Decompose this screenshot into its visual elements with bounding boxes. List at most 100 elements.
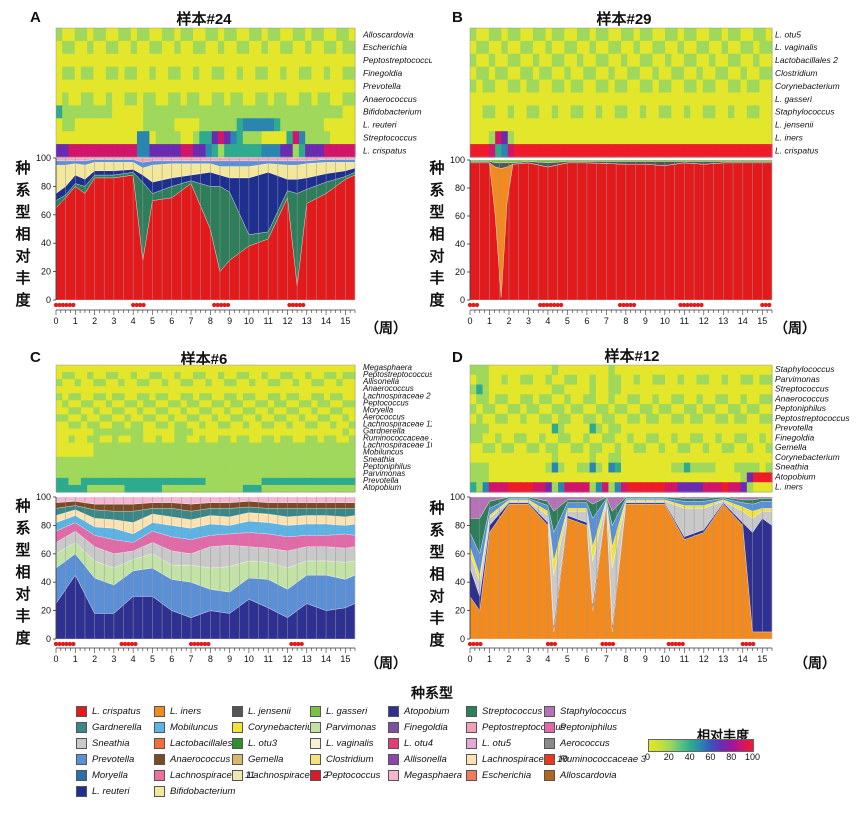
menses-dot bbox=[552, 302, 557, 308]
legend-swatch bbox=[310, 737, 321, 749]
heatmap-cell bbox=[740, 365, 748, 376]
heatmap-cell bbox=[74, 40, 82, 55]
heatmap-cell bbox=[93, 456, 101, 465]
legend-label: Gemella bbox=[248, 753, 284, 765]
heatmap-cell bbox=[507, 413, 515, 425]
heatmap-cell bbox=[545, 433, 553, 444]
legend-item: Anaerococcus bbox=[154, 752, 230, 766]
menses-dot bbox=[206, 641, 211, 647]
heatmap-cell bbox=[633, 118, 641, 132]
heatmap-cell bbox=[336, 456, 344, 465]
heatmap-cell bbox=[323, 40, 331, 55]
heatmap-cell bbox=[639, 433, 647, 444]
heatmap-cell bbox=[639, 404, 647, 415]
heatmap-cell bbox=[130, 484, 138, 493]
heatmap-cell bbox=[520, 462, 528, 474]
heatmap-row-label: L. crispatus bbox=[775, 145, 819, 155]
heatmap-cell bbox=[564, 53, 572, 68]
heatmap-cell bbox=[614, 462, 622, 474]
heatmap-cell bbox=[168, 435, 175, 444]
heatmap-cell bbox=[280, 386, 288, 394]
heatmap-cell bbox=[759, 433, 767, 444]
heatmap-frame bbox=[469, 27, 773, 158]
heatmap-cell bbox=[80, 386, 88, 394]
menses-dot bbox=[678, 302, 683, 308]
heatmap-cell bbox=[652, 92, 660, 106]
heatmap-cell bbox=[230, 365, 238, 373]
heatmap-cell bbox=[267, 386, 275, 394]
heatmap-cell bbox=[633, 413, 641, 425]
heatmap-cell bbox=[236, 484, 244, 493]
heatmap-cell bbox=[526, 365, 534, 376]
heatmap-cell bbox=[564, 452, 572, 464]
heatmap-cell bbox=[495, 79, 503, 94]
heatmap-cell bbox=[155, 477, 163, 486]
heatmap-cell bbox=[323, 414, 331, 423]
heatmap-cell bbox=[93, 66, 101, 81]
heatmap-cell bbox=[62, 365, 70, 373]
heatmap-cell bbox=[608, 131, 616, 145]
heatmap-cell bbox=[93, 379, 101, 387]
heatmap-cell bbox=[740, 462, 748, 474]
heatmap-cell bbox=[608, 384, 616, 395]
heatmap-cell bbox=[267, 79, 275, 94]
panel-title: 样本#6 bbox=[180, 351, 228, 368]
heatmap-cell bbox=[230, 40, 238, 55]
heatmap-cell bbox=[130, 463, 138, 472]
heatmap-cell bbox=[224, 28, 232, 42]
heatmap-cell bbox=[602, 92, 610, 106]
legend-swatch bbox=[388, 769, 399, 781]
heatmap-cell bbox=[298, 118, 306, 132]
heatmap-cell bbox=[261, 435, 269, 444]
heatmap-cell bbox=[765, 413, 773, 425]
heatmap-cell bbox=[236, 105, 244, 119]
heatmap-cell bbox=[639, 40, 647, 55]
heatmap-cell bbox=[286, 40, 294, 55]
heatmap-cell bbox=[614, 374, 622, 386]
heatmap-cell bbox=[608, 92, 616, 106]
heatmap-cell bbox=[765, 394, 773, 405]
heatmap-cell bbox=[507, 105, 515, 119]
heatmap-cell bbox=[690, 374, 698, 386]
legend-item: Streptococcus bbox=[466, 704, 542, 718]
heatmap-cell bbox=[589, 443, 597, 454]
heatmap-cell bbox=[576, 443, 584, 454]
heatmap-cell bbox=[627, 423, 635, 434]
heatmap-cell bbox=[539, 443, 547, 454]
heatmap-cell bbox=[118, 66, 126, 81]
heatmap-cell bbox=[336, 28, 344, 42]
heatmap-cell bbox=[658, 443, 666, 454]
colorbar bbox=[648, 739, 754, 752]
legend-swatch bbox=[544, 721, 555, 733]
heatmap-cell bbox=[168, 40, 175, 55]
heatmap-cell bbox=[753, 394, 761, 405]
heatmap-cell bbox=[520, 452, 528, 464]
heatmap-cell bbox=[570, 144, 578, 158]
heatmap-cell bbox=[514, 482, 521, 493]
heatmap-cell bbox=[261, 379, 269, 387]
heatmap-cell bbox=[93, 407, 101, 415]
heatmap-cell bbox=[99, 421, 107, 430]
heatmap-cell bbox=[614, 413, 622, 425]
heatmap-cell bbox=[193, 53, 200, 68]
legend-item: Bifidobacterium bbox=[154, 784, 235, 798]
heatmap-cell bbox=[87, 131, 94, 145]
heatmap-cell bbox=[292, 400, 300, 408]
heatmap-cell bbox=[261, 372, 269, 380]
heatmap-cell bbox=[576, 384, 584, 395]
heatmap-cell bbox=[336, 372, 344, 380]
heatmap-cell bbox=[193, 379, 200, 387]
y-tick-label: 100 bbox=[36, 492, 51, 502]
heatmap-cell bbox=[696, 66, 704, 81]
heatmap-cell bbox=[317, 477, 325, 486]
heatmap-cell bbox=[186, 92, 194, 106]
heatmap-cell bbox=[551, 118, 559, 132]
heatmap-cell bbox=[690, 452, 698, 464]
heatmap-cell bbox=[621, 144, 628, 158]
heatmap-cell bbox=[702, 131, 710, 145]
heatmap-cell bbox=[217, 105, 225, 119]
heatmap-cell bbox=[589, 472, 597, 483]
heatmap-cell bbox=[646, 413, 654, 425]
heatmap-cell bbox=[305, 421, 312, 430]
heatmap-cell bbox=[507, 365, 515, 376]
